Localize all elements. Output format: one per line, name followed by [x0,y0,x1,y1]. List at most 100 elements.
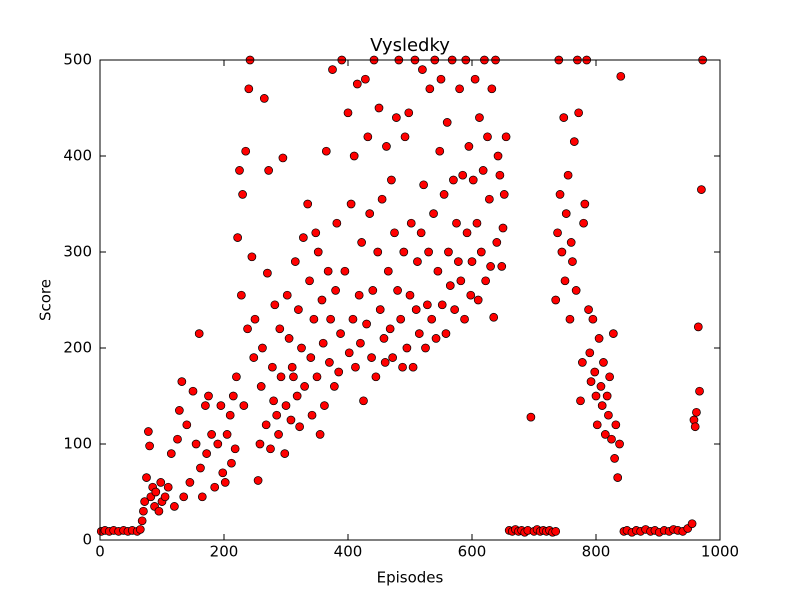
point [330,382,339,391]
point [306,353,316,362]
point [442,118,452,127]
point [140,497,149,506]
point [237,290,246,300]
point [307,410,317,420]
point [421,343,430,353]
point [352,79,362,89]
point [321,146,331,156]
point [466,290,476,300]
point [259,94,269,103]
point [238,190,247,199]
point [380,358,390,367]
x-tick-label: 600 [458,543,487,561]
point [351,362,360,372]
point [429,209,438,218]
point [315,430,325,439]
point [697,185,706,194]
point [280,449,290,458]
x-axis-label: Episodes [377,569,444,587]
point [427,314,437,324]
point [318,338,328,348]
point [559,113,569,122]
point [452,218,461,228]
point [250,314,260,324]
point [294,305,303,314]
point [592,420,602,430]
point [145,441,154,451]
point [591,391,601,401]
point [261,420,271,430]
point [340,266,350,276]
point [144,427,153,436]
y-tick-label: 500 [63,51,92,69]
point [207,430,216,439]
point [594,334,604,343]
point [297,343,306,353]
point [170,502,179,511]
point [377,194,387,204]
point [557,247,567,257]
point [418,65,427,74]
point [444,247,453,257]
point [431,334,441,343]
point [416,228,426,238]
point [368,286,378,295]
point [210,482,220,492]
point [616,71,626,81]
point [196,463,205,473]
point [312,372,322,382]
point [437,300,447,310]
point [241,146,251,156]
point [213,439,223,449]
point [137,516,147,526]
point [201,401,210,410]
point [249,353,259,362]
point [387,175,396,185]
point [163,482,173,492]
point [243,324,252,334]
point [413,257,422,266]
point [371,372,381,382]
point [555,190,565,199]
point [493,151,503,161]
point [270,300,280,310]
point [194,329,204,338]
point [604,410,613,420]
point [362,319,371,329]
point [475,113,484,122]
point [382,142,391,151]
point [334,367,344,377]
point [553,228,562,238]
point [571,286,581,295]
point [300,382,309,391]
point [232,372,241,382]
point [441,329,451,338]
point [228,391,238,401]
point [576,396,585,406]
point [396,314,406,324]
point [275,324,285,334]
point [182,420,192,430]
point [383,266,393,276]
point [414,329,424,338]
point [303,199,313,209]
point [485,194,494,204]
point [424,247,433,257]
point [142,473,151,482]
point [255,439,265,449]
point [266,444,275,454]
point [404,108,414,118]
point [468,175,478,185]
point [423,300,432,310]
point [436,74,446,84]
point [274,430,283,439]
x-tick-label: 400 [334,543,363,561]
y-tick-label: 0 [82,531,92,549]
point [563,170,573,180]
y-tick-label: 300 [63,243,92,261]
point [610,454,619,463]
point [269,396,278,406]
point [481,276,490,286]
point [607,434,616,444]
